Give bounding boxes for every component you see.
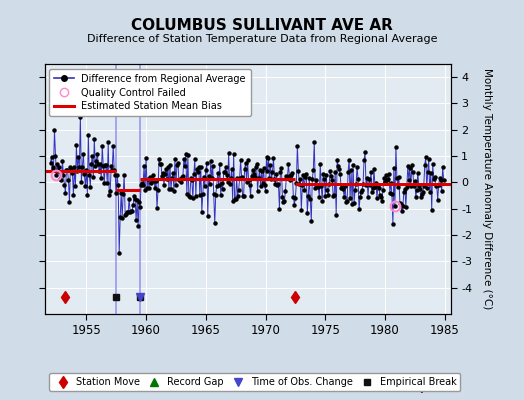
Legend: Station Move, Record Gap, Time of Obs. Change, Empirical Break: Station Move, Record Gap, Time of Obs. C… <box>49 373 461 391</box>
Y-axis label: Monthly Temperature Anomaly Difference (°C): Monthly Temperature Anomaly Difference (… <box>482 68 492 310</box>
Text: Berkeley Earth: Berkeley Earth <box>384 383 456 393</box>
Text: COLUMBUS SULLIVANT AVE AR: COLUMBUS SULLIVANT AVE AR <box>131 18 393 33</box>
Legend: Difference from Regional Average, Quality Control Failed, Estimated Station Mean: Difference from Regional Average, Qualit… <box>49 69 251 116</box>
Text: Difference of Station Temperature Data from Regional Average: Difference of Station Temperature Data f… <box>87 34 437 44</box>
